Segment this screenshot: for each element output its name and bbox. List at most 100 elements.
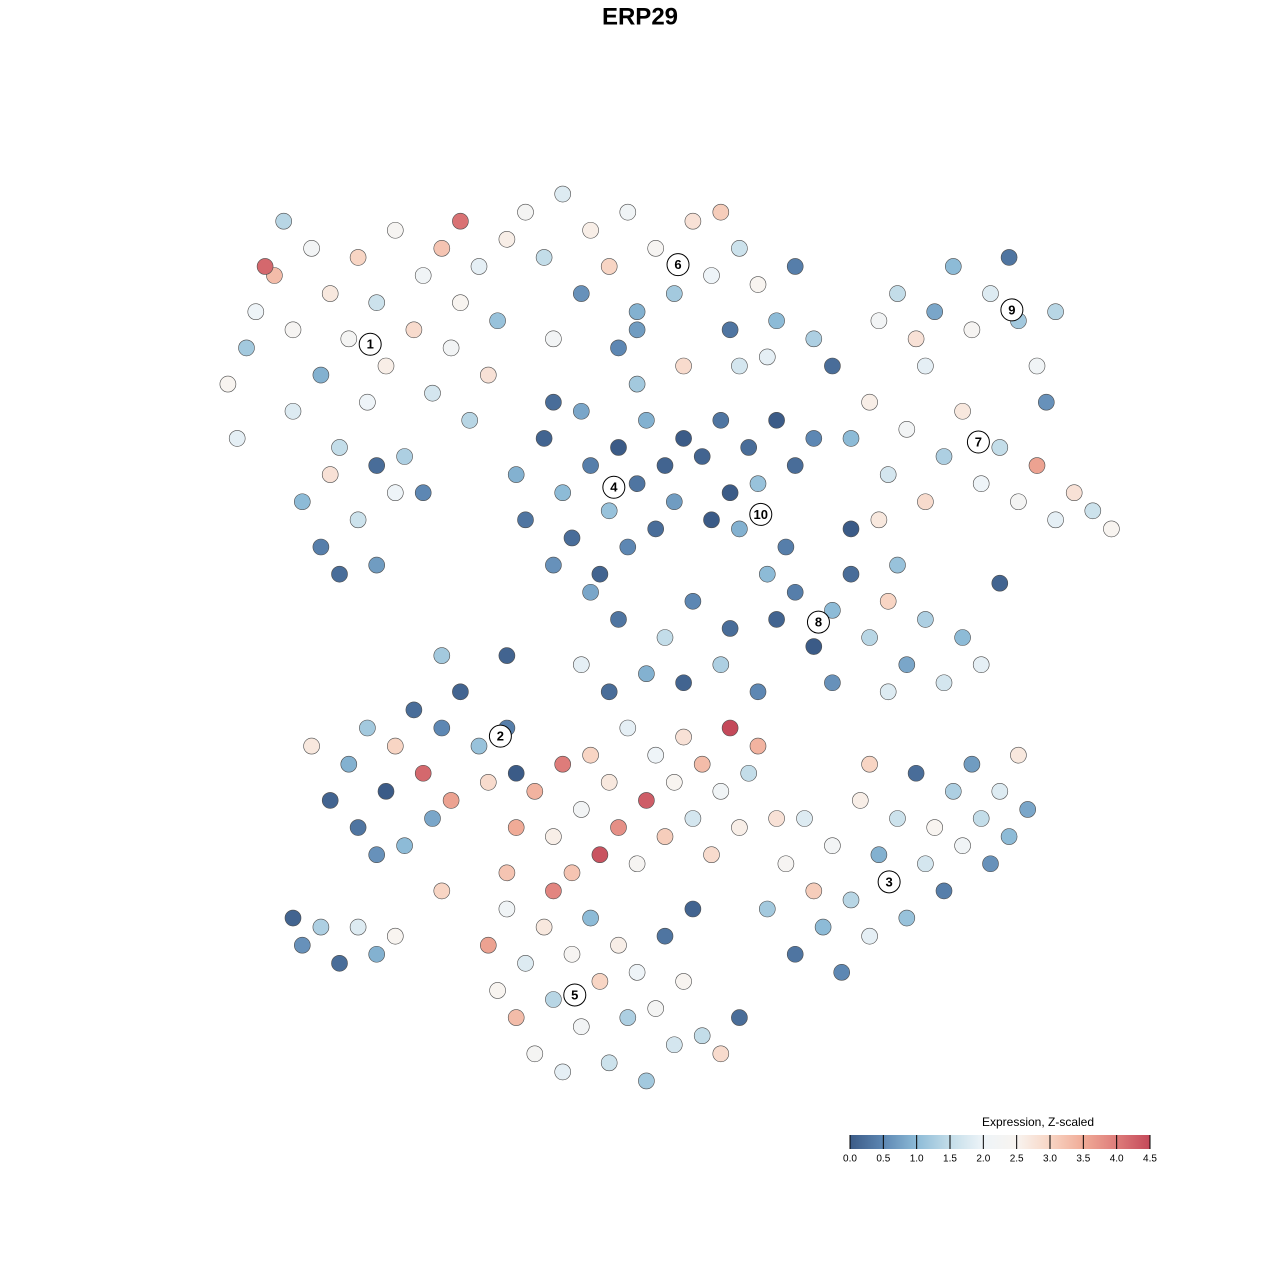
cluster-label: 9	[1008, 302, 1015, 317]
point	[600, 502, 618, 520]
point	[972, 656, 990, 673]
point	[647, 240, 665, 257]
point	[1047, 303, 1064, 321]
point	[991, 783, 1009, 800]
point	[377, 783, 395, 800]
point	[665, 773, 683, 791]
point	[628, 321, 646, 339]
point	[442, 792, 460, 809]
point	[349, 511, 367, 529]
point	[582, 746, 599, 764]
cluster-label: 2	[497, 729, 504, 744]
point	[768, 312, 785, 330]
point	[461, 411, 479, 429]
point	[591, 565, 609, 583]
point	[414, 484, 432, 502]
point	[731, 1009, 748, 1026]
point	[1000, 828, 1018, 845]
point	[982, 285, 999, 302]
point	[805, 330, 823, 348]
cluster-marker	[488, 724, 512, 748]
point	[628, 475, 646, 492]
point	[870, 511, 888, 529]
point	[572, 656, 590, 673]
point	[563, 529, 581, 547]
point	[554, 1063, 572, 1081]
point	[256, 258, 274, 275]
point	[721, 484, 739, 502]
point	[554, 185, 572, 203]
point	[331, 439, 348, 456]
point	[693, 755, 711, 773]
point	[554, 755, 572, 773]
point	[284, 402, 302, 420]
point	[340, 755, 358, 773]
point	[712, 411, 730, 429]
point	[321, 466, 339, 483]
point	[786, 583, 804, 601]
point	[628, 375, 646, 393]
point	[954, 402, 971, 420]
cluster-label: 3	[886, 874, 893, 889]
point	[758, 348, 776, 366]
point	[758, 565, 776, 583]
point	[768, 810, 785, 827]
point	[284, 909, 302, 927]
point	[805, 430, 823, 447]
point	[1047, 511, 1064, 529]
point	[749, 276, 767, 293]
point	[898, 656, 916, 673]
point	[907, 764, 925, 782]
point	[610, 819, 627, 836]
cluster-marker	[563, 983, 587, 1007]
point	[944, 783, 962, 800]
point	[861, 755, 878, 773]
point	[1019, 801, 1036, 818]
point	[414, 267, 432, 284]
point	[359, 719, 376, 737]
point	[675, 430, 692, 447]
point	[452, 294, 469, 311]
point	[917, 357, 934, 375]
point	[656, 828, 674, 845]
point	[861, 927, 878, 945]
point	[498, 231, 516, 248]
point	[861, 393, 878, 411]
point	[349, 918, 367, 936]
point	[693, 1027, 711, 1044]
point	[517, 954, 534, 972]
point	[768, 411, 785, 429]
point	[424, 384, 441, 402]
point	[935, 882, 953, 900]
point	[554, 484, 572, 502]
point	[293, 936, 311, 954]
cluster-marker	[877, 870, 901, 894]
point	[684, 592, 702, 610]
point	[917, 611, 934, 628]
point	[814, 918, 832, 936]
point	[712, 1045, 730, 1063]
point	[1084, 502, 1102, 520]
colorbar-tick-label: 0.0	[843, 1154, 857, 1165]
point	[1038, 393, 1055, 411]
point	[591, 973, 609, 990]
point	[321, 792, 339, 809]
point	[721, 719, 739, 737]
point	[870, 846, 888, 864]
point	[1028, 457, 1046, 474]
point	[489, 982, 506, 999]
point	[982, 855, 999, 873]
point	[842, 565, 860, 583]
point	[452, 683, 469, 701]
point	[582, 909, 599, 927]
point	[963, 321, 981, 339]
point	[954, 629, 971, 646]
point	[1028, 357, 1046, 375]
point	[675, 728, 692, 746]
point	[479, 366, 497, 384]
point	[572, 285, 590, 302]
colorbar-tick-label: 1.0	[910, 1154, 924, 1165]
point	[786, 945, 804, 963]
point	[470, 258, 488, 275]
point	[796, 810, 813, 827]
